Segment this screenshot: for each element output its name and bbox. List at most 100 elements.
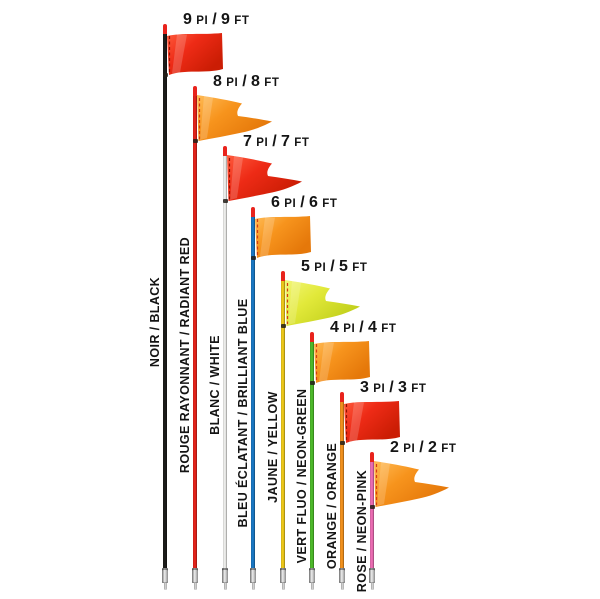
pole-tip: [310, 332, 314, 342]
size-label-token: FT: [411, 383, 427, 395]
size-label-token: 7: [281, 133, 291, 150]
flag-rectangle: [167, 33, 223, 75]
pole-shaft: [251, 216, 255, 568]
color-label: BLEU ÉCLATANT / BRILLIANT BLUE: [236, 298, 250, 528]
size-label-token: 8: [213, 73, 223, 90]
size-label-token: PI: [256, 137, 269, 149]
size-label-token: FT: [352, 262, 368, 274]
size-label-token: PI: [226, 77, 239, 89]
size-label-token: 2: [390, 439, 400, 456]
pole-tip: [251, 207, 255, 217]
color-label: ORANGE / ORANGE: [325, 442, 339, 569]
size-label-token: FT: [234, 15, 250, 27]
size-label-token: 3: [360, 379, 370, 396]
flag-joint: [309, 381, 315, 385]
ferrule-tip: [163, 583, 167, 590]
ferrule: [369, 568, 375, 583]
size-label-token: /: [212, 11, 218, 28]
ferrule-tip: [193, 583, 197, 590]
size-label-token: 7: [243, 133, 253, 150]
pole-shaft: [193, 95, 197, 568]
size-label-token: 4: [330, 319, 340, 336]
ferrule: [250, 568, 256, 583]
size-label-token: /: [419, 439, 425, 456]
size-label-token: PI: [196, 15, 209, 27]
flag-joint: [222, 199, 228, 203]
size-label-token: /: [272, 133, 278, 150]
flag-rectangle: [255, 216, 311, 258]
size-label-token: 6: [271, 194, 281, 211]
size-label: 2 PI/2 FT: [390, 439, 456, 457]
size-label-token: PI: [343, 323, 356, 335]
ferrule: [280, 568, 286, 583]
size-label-token: 9: [221, 11, 231, 28]
pole-shaft: [340, 401, 344, 568]
color-label: VERT FLUO / NEON-GREEN: [295, 388, 309, 563]
size-label-token: /: [330, 258, 336, 275]
flag-rectangle: [314, 341, 370, 383]
flag-joint: [250, 256, 256, 260]
pole-shaft: [310, 341, 314, 568]
ferrule: [162, 568, 168, 583]
size-label-token: 8: [251, 73, 261, 90]
pole-tip: [370, 452, 374, 462]
size-label: 8 PI/8 FT: [213, 73, 279, 91]
ferrule: [309, 568, 315, 583]
size-label-token: PI: [403, 443, 416, 455]
color-label: JAUNE / YELLOW: [266, 391, 280, 503]
flag-pennant: [197, 95, 272, 141]
flag-pennant: [285, 280, 360, 326]
size-label-token: /: [389, 379, 395, 396]
ferrule-tip: [251, 583, 255, 590]
pole-shaft: [281, 280, 285, 568]
pole-tip: [163, 24, 167, 34]
size-label: 4 PI/4 FT: [330, 319, 396, 337]
color-label: ROSE / NEON-PINK: [355, 469, 369, 593]
ferrule: [339, 568, 345, 583]
ferrule: [222, 568, 228, 583]
ferrule-tip: [223, 583, 227, 590]
size-label-token: 9: [183, 11, 193, 28]
ferrule-tip: [340, 583, 344, 590]
size-label: 7 PI/7 FT: [243, 133, 309, 151]
pole-shaft: [223, 155, 227, 568]
ferrule-tip: [370, 583, 374, 590]
size-label: 6 PI/6 FT: [271, 194, 337, 212]
size-label-token: FT: [381, 323, 397, 335]
pole-tip: [340, 392, 344, 402]
size-label-token: FT: [264, 77, 280, 89]
pole-tip: [223, 146, 227, 156]
size-label-token: PI: [314, 262, 327, 274]
size-label-token: FT: [441, 443, 457, 455]
size-label: 3 PI/3 FT: [360, 379, 426, 397]
color-label: NOIR / BLACK: [148, 276, 162, 367]
flag-joint: [162, 73, 168, 77]
flag-joint: [369, 505, 375, 509]
size-label: 5 PI/5 FT: [301, 258, 367, 276]
flag-pennant: [374, 461, 449, 507]
pole-tip: [281, 271, 285, 281]
flag-joint: [339, 441, 345, 445]
size-label-token: 5: [339, 258, 349, 275]
size-label-token: PI: [284, 198, 297, 210]
color-label: ROUGE RAYONNANT / RADIANT RED: [178, 236, 192, 473]
size-label-token: /: [359, 319, 365, 336]
size-label-token: PI: [373, 383, 386, 395]
size-label-token: /: [300, 194, 306, 211]
size-label-token: 3: [398, 379, 408, 396]
size-label-token: FT: [322, 198, 338, 210]
size-label: 9 PI/9 FT: [183, 11, 249, 29]
size-label-token: 5: [301, 258, 311, 275]
flag-joint: [192, 139, 198, 143]
pole-tip: [193, 86, 197, 96]
size-label-token: 2: [428, 439, 438, 456]
flag-pennant: [227, 155, 302, 201]
flag-rectangle: [344, 401, 400, 443]
pole-shaft: [163, 33, 167, 568]
ferrule-tip: [310, 583, 314, 590]
ferrule-tip: [281, 583, 285, 590]
size-label-token: FT: [294, 137, 310, 149]
color-label: BLANC / WHITE: [208, 334, 222, 435]
ferrule: [192, 568, 198, 583]
